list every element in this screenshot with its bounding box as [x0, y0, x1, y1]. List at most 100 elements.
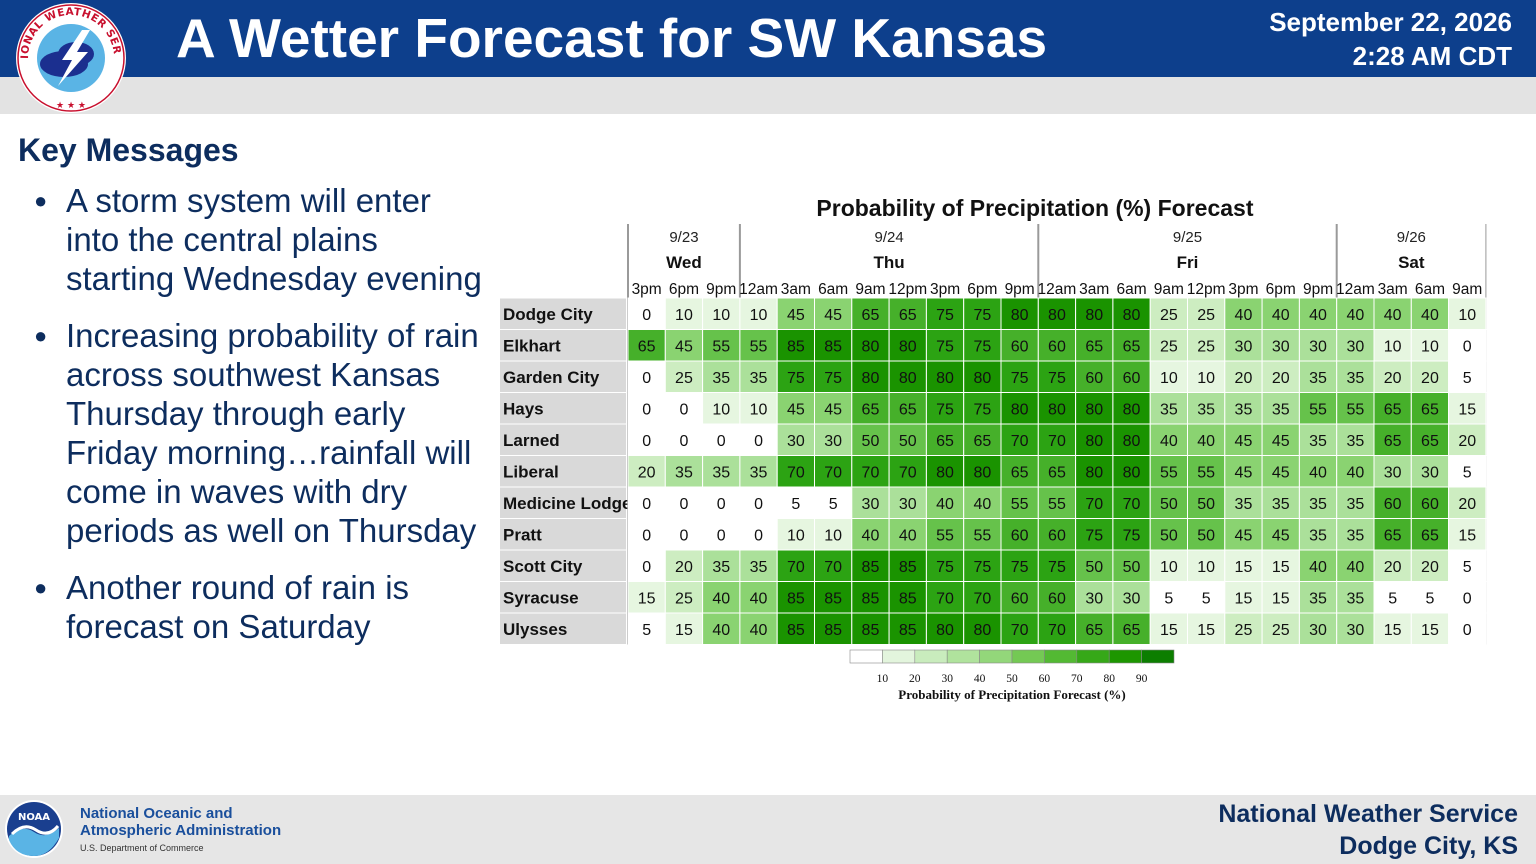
pop-value-label: 75: [973, 559, 991, 576]
time-label: 9am: [855, 281, 885, 298]
pop-cell: [1298, 612, 1338, 645]
pop-value-label: 80: [1085, 401, 1103, 418]
pop-value-label: 75: [1123, 527, 1141, 544]
pop-cell: [776, 297, 816, 330]
pop-value-label: 85: [862, 590, 880, 607]
time-label: 12pm: [888, 281, 927, 298]
pop-value-label: 0: [679, 527, 688, 544]
pop-value-label: 15: [1421, 622, 1439, 639]
issued-time: 2:28 AM CDT: [1352, 41, 1512, 71]
pop-cell: [776, 581, 816, 614]
nws-logo-icon: NATIONAL WEATHER SERVICE ★ ★ ★: [12, 2, 126, 113]
pop-cell: [702, 612, 741, 645]
pop-value-label: 0: [1463, 622, 1472, 639]
pop-cell: [1149, 549, 1189, 582]
time-label: 9pm: [1005, 281, 1035, 298]
pop-value-label: 50: [1197, 496, 1215, 513]
pop-cell: [925, 581, 965, 614]
pop-cell: [1336, 392, 1375, 425]
pop-value-label: 55: [1048, 496, 1066, 513]
chart-title: Probability of Precipitation (%) Forecas…: [816, 195, 1253, 221]
pop-value-label: 30: [1272, 338, 1290, 355]
time-label: 12pm: [1187, 281, 1226, 298]
pop-cell: [1410, 612, 1450, 645]
pop-value-label: 0: [754, 496, 763, 513]
pop-value-label: 40: [712, 590, 730, 607]
pop-cell: [888, 423, 927, 456]
pop-cell: [1075, 297, 1114, 330]
pop-value-label: 25: [1235, 622, 1253, 639]
pop-cell: [1000, 392, 1039, 425]
pop-value-label: 75: [936, 338, 954, 355]
pop-value-label: 5: [1463, 464, 1472, 481]
legend-swatch: [1141, 649, 1175, 664]
pop-value-label: 35: [712, 370, 730, 387]
pop-value-label: 65: [1384, 527, 1402, 544]
pop-value-label: 75: [1011, 559, 1029, 576]
pop-value-label: 85: [862, 622, 880, 639]
pop-cell: [888, 549, 927, 582]
time-label: 3am: [1079, 281, 1109, 298]
key-message-item: Another round of rain is forecast on Sat…: [30, 568, 490, 646]
pop-cell: [664, 549, 704, 582]
pop-cell: [1112, 297, 1151, 330]
pop-value-label: 80: [1123, 307, 1141, 324]
pop-value-label: 55: [1011, 496, 1029, 513]
pop-value-label: 75: [1048, 559, 1066, 576]
time-label: 12am: [1336, 281, 1375, 298]
pop-value-label: 80: [936, 622, 954, 639]
pop-cell: [739, 360, 778, 393]
pop-value-label: 40: [862, 527, 880, 544]
pop-cell: [1448, 297, 1487, 330]
pop-value-label: 65: [973, 433, 991, 450]
header-bar: [0, 0, 1536, 77]
pop-cell: [851, 486, 890, 519]
pop-value-label: 20: [1384, 370, 1402, 387]
pop-cell: [925, 612, 965, 645]
noaa-logo-icon: NOAA: [5, 800, 63, 858]
pop-value-label: 15: [1458, 401, 1476, 418]
pop-cell: [1112, 392, 1151, 425]
location-label: Dodge City: [503, 305, 593, 324]
location-label-cell: [500, 298, 626, 329]
pop-cell: [814, 581, 853, 614]
pop-value-label: 35: [1235, 401, 1253, 418]
header-band: [0, 77, 1536, 114]
pop-value-label: 55: [750, 338, 768, 355]
pop-value-label: 10: [824, 527, 842, 544]
pop-cell: [776, 392, 816, 425]
pop-value-label: 80: [1123, 433, 1141, 450]
pop-value-label: 80: [973, 464, 991, 481]
pop-value-label: 0: [642, 307, 651, 324]
pop-cell: [627, 392, 666, 425]
svg-text:NOAA: NOAA: [18, 812, 50, 823]
pop-value-label: 20: [1458, 496, 1476, 513]
key-messages-list: A storm system will enter into the centr…: [30, 181, 490, 664]
day-name-label: Fri: [1177, 253, 1199, 272]
pop-value-label: 35: [1235, 496, 1253, 513]
pop-cell: [776, 518, 816, 551]
pop-value-label: 20: [1384, 559, 1402, 576]
pop-value-label: 70: [824, 559, 842, 576]
pop-cell: [1112, 455, 1151, 488]
pop-cell: [1037, 612, 1077, 645]
pop-value-label: 10: [1384, 338, 1402, 355]
pop-value-label: 5: [829, 496, 838, 513]
pop-value-label: 70: [899, 464, 917, 481]
pop-value-label: 50: [862, 433, 880, 450]
pop-value-label: 10: [750, 307, 768, 324]
pop-cell: [1448, 423, 1487, 456]
time-label: 3pm: [632, 281, 662, 298]
pop-value-label: 35: [1160, 401, 1178, 418]
pop-value-label: 35: [750, 559, 768, 576]
pop-cell: [1224, 581, 1263, 614]
pop-cell: [1298, 486, 1338, 519]
pop-value-label: 70: [1011, 433, 1029, 450]
pop-cell: [814, 486, 853, 519]
location-label-cell: [500, 424, 626, 455]
issued-timestamp: September 22, 2026 2:28 AM CDT: [1269, 5, 1512, 73]
pop-cell: [1448, 392, 1487, 425]
pop-value-label: 85: [824, 590, 842, 607]
pop-forecast-chart: Probability of Precipitation (%) Forecas…: [500, 195, 1487, 702]
pop-value-label: 25: [675, 590, 693, 607]
